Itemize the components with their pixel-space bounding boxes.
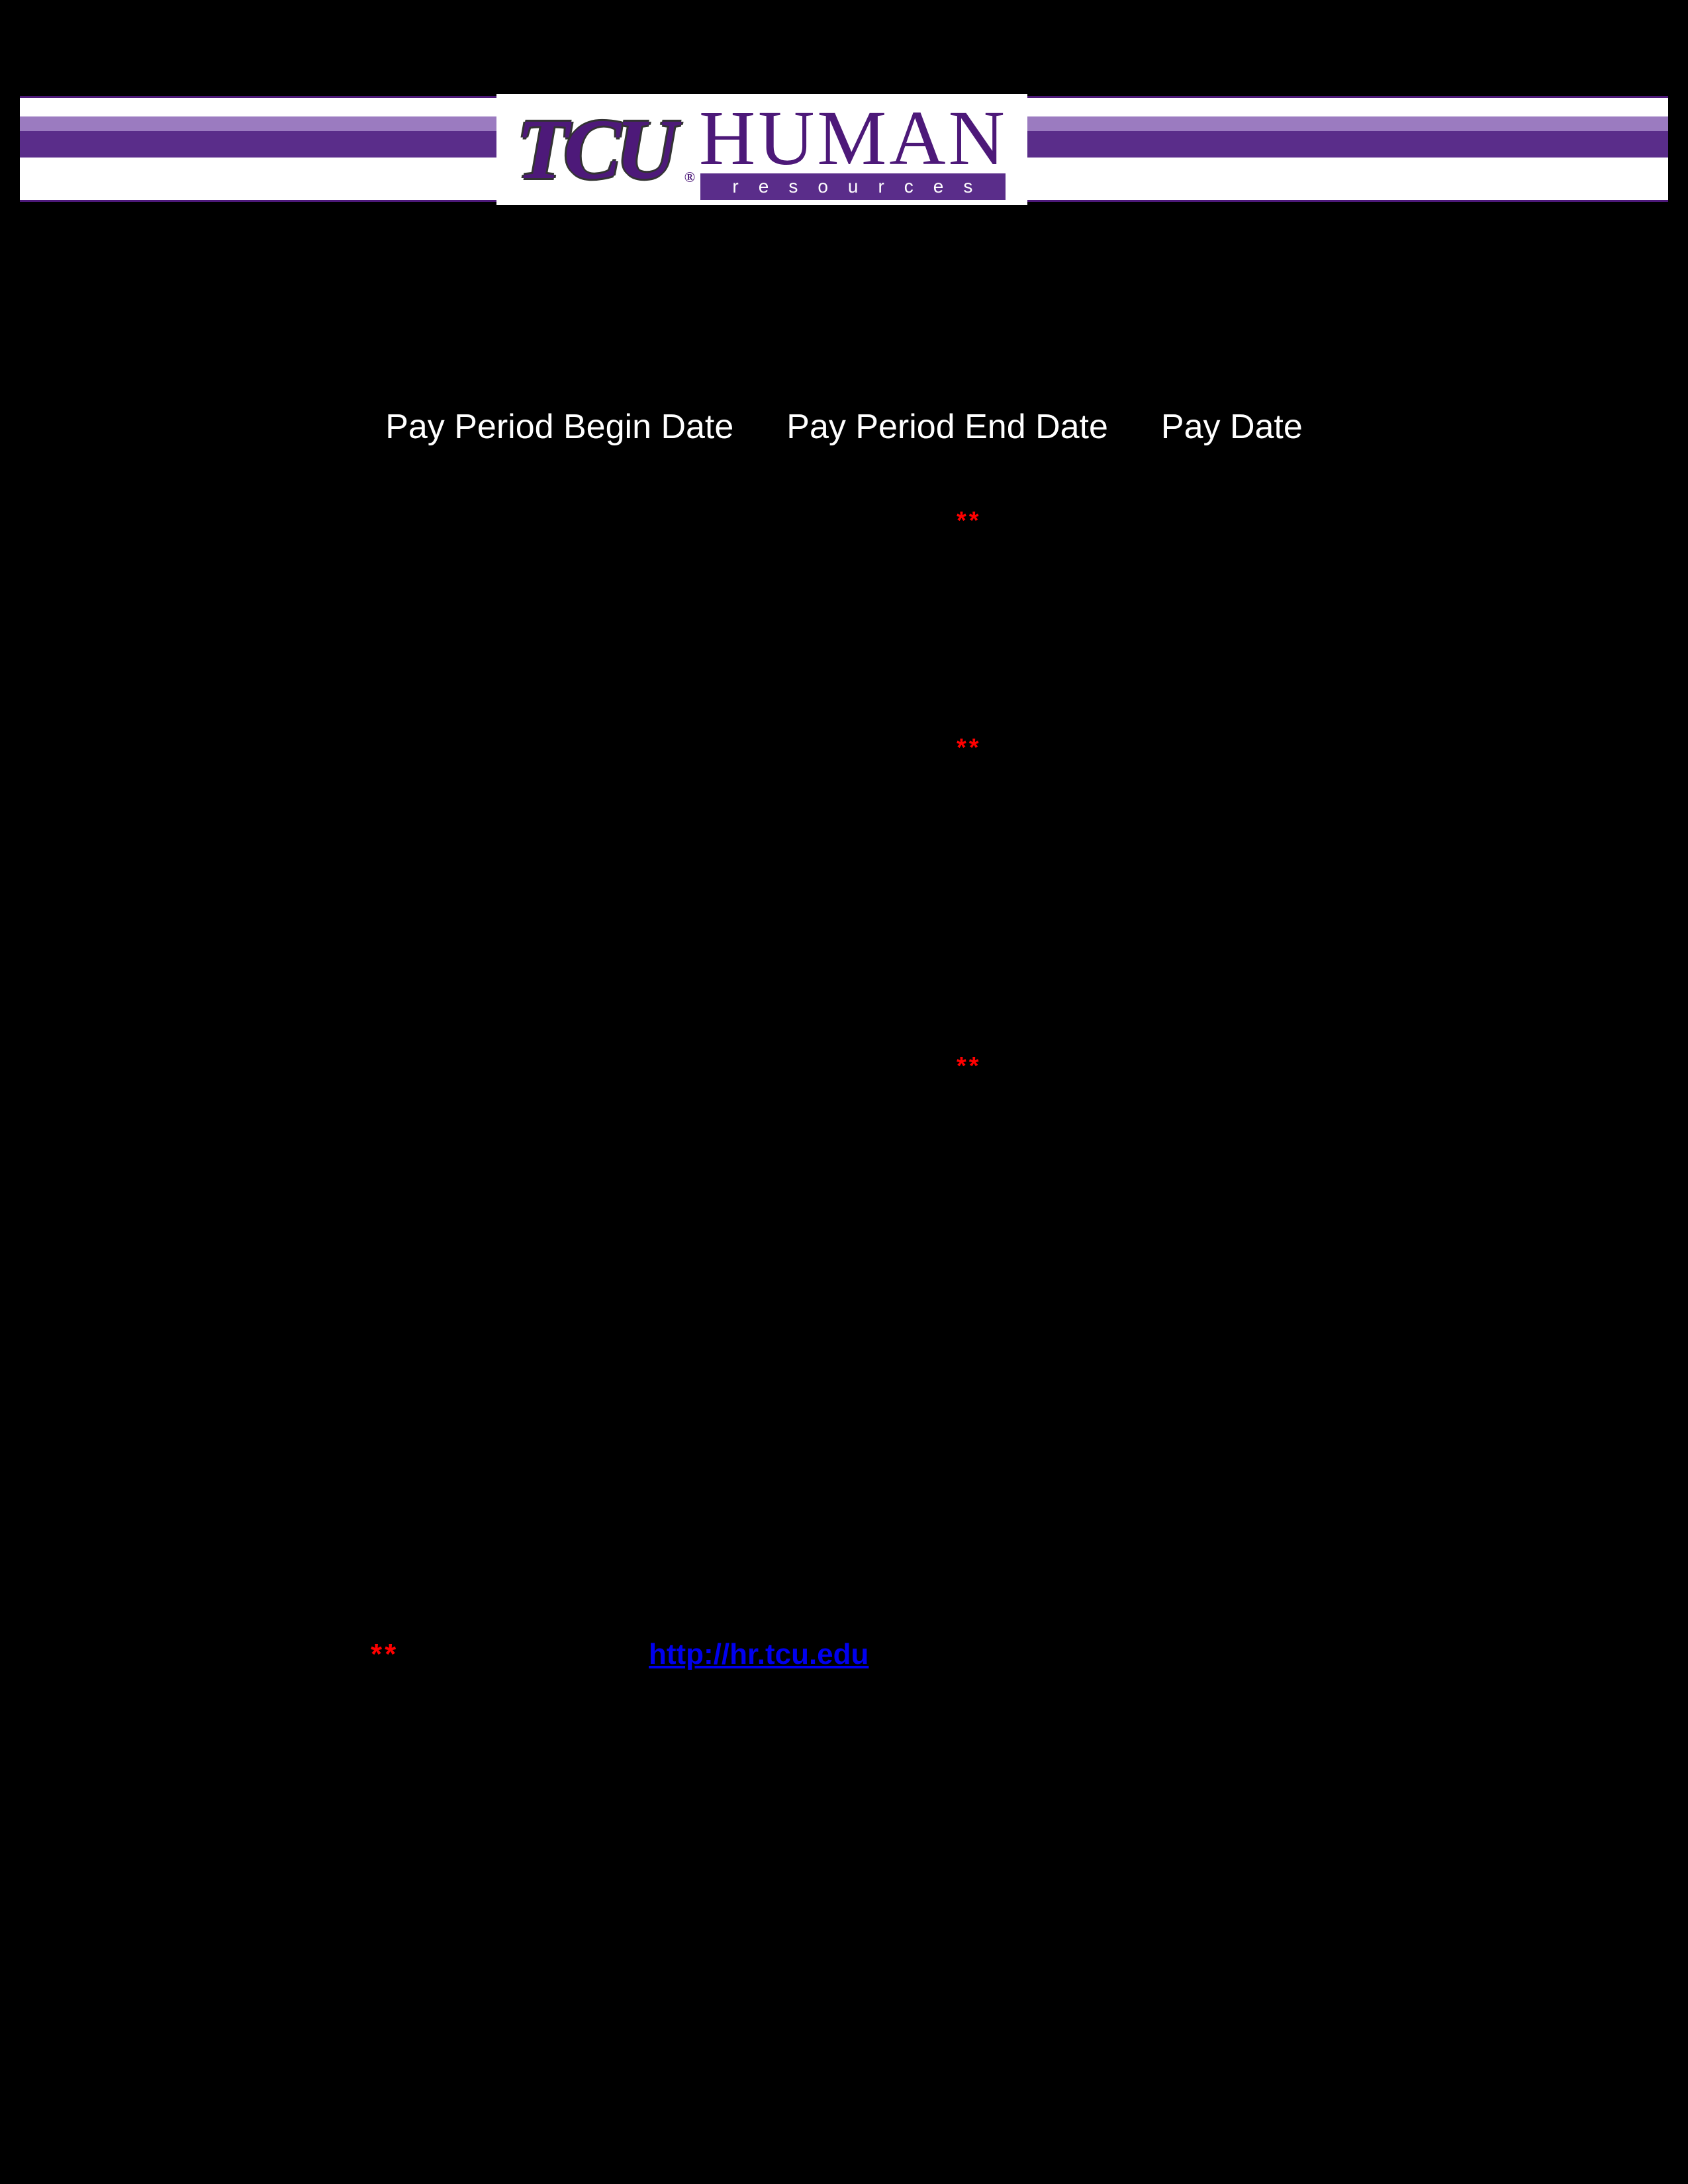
holiday-note-marker: ** — [957, 734, 982, 762]
resources-text: resources — [700, 173, 1006, 200]
col-header-pay: Pay Date — [1161, 407, 1303, 447]
human-text: HUMAN — [699, 99, 1008, 177]
header-banner: TCU ® HUMAN resources — [20, 96, 1668, 202]
tcu-logo: TCU ® — [516, 107, 673, 193]
col-header-end: Pay Period End Date — [786, 407, 1108, 447]
footer-note-marker: ** — [371, 1638, 399, 1671]
hr-link[interactable]: http://hr.tcu.edu — [649, 1638, 868, 1671]
col-header-begin: Pay Period Begin Date — [385, 407, 733, 447]
holiday-note-marker: ** — [957, 1052, 982, 1081]
tcu-logo-text: TCU — [516, 102, 673, 197]
human-resources-block: HUMAN resources — [699, 99, 1008, 200]
holiday-note-marker: ** — [957, 507, 982, 535]
logo-group: TCU ® HUMAN resources — [496, 94, 1027, 205]
registered-mark: ® — [684, 170, 690, 185]
table-header-row: Pay Period Begin Date Pay Period End Dat… — [0, 407, 1688, 447]
